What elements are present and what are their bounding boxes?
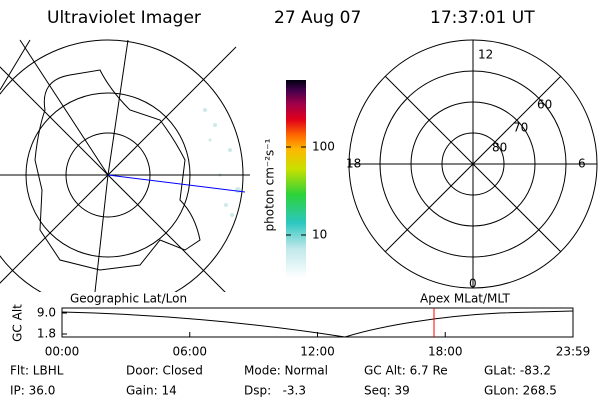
y-tick-label: 1.8 [37, 327, 56, 341]
mag-label: Apex MLat/MLT [420, 292, 510, 306]
x-tick-label: 23:59 [556, 345, 591, 359]
x-tick-label: 12:00 [300, 345, 335, 359]
colorbar [286, 80, 306, 278]
alt-curve [61, 310, 574, 338]
date: 27 Aug 07 [274, 8, 361, 28]
mlt-label: 0 [469, 277, 477, 291]
mlt-label: 18 [346, 157, 361, 171]
lat-label: 70 [513, 121, 528, 135]
lat-label: 80 [492, 141, 507, 155]
status-field: GLon: 268.5 [484, 384, 557, 398]
mlt-label: 6 [578, 157, 586, 171]
mag-map [348, 39, 598, 289]
alt-ylabel: GC Alt [11, 304, 25, 342]
x-tick-label: 18:00 [428, 345, 463, 359]
status-field: Gain: 14 [126, 384, 177, 398]
x-tick-label: 06:00 [172, 345, 207, 359]
colorbar-label: photon cm⁻²s⁻¹ [263, 138, 277, 231]
status-field: Mode: Normal [244, 364, 328, 378]
y-tick-label: 9.0 [37, 306, 56, 320]
status-field: GC Alt: 6.7 Re [364, 364, 448, 378]
colorbar-tick-label: 10 [312, 228, 327, 242]
geo-label: Geographic Lat/Lon [70, 292, 187, 306]
status-field: Dsp: -3.3 [244, 384, 306, 398]
time: 17:37:01 UT [430, 8, 535, 28]
colorbar-tick-label: 100 [312, 140, 335, 154]
geo-map [0, 39, 250, 292]
status-field: GLat: -83.2 [484, 364, 551, 378]
x-tick-label: 00:00 [45, 345, 80, 359]
status-field: Seq: 39 [364, 384, 410, 398]
status-field: Door: Closed [126, 364, 203, 378]
status-field: IP: 36.0 [10, 384, 55, 398]
status-field: Flt: LBHL [10, 364, 64, 378]
mlt-label: 12 [478, 48, 493, 62]
title: Ultraviolet Imager [47, 8, 201, 28]
lat-label: 60 [537, 98, 552, 112]
